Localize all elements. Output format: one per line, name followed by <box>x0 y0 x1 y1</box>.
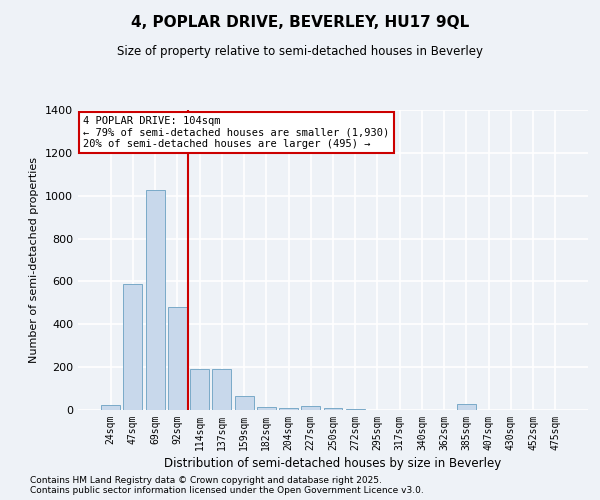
Bar <box>301 406 320 410</box>
Bar <box>235 396 254 410</box>
Text: Size of property relative to semi-detached houses in Beverley: Size of property relative to semi-detach… <box>117 45 483 58</box>
Bar <box>168 307 187 410</box>
Bar <box>190 370 209 410</box>
Bar <box>146 190 164 410</box>
Bar <box>257 407 276 410</box>
Y-axis label: Number of semi-detached properties: Number of semi-detached properties <box>29 157 40 363</box>
Bar <box>101 404 120 410</box>
Bar <box>323 408 343 410</box>
Bar <box>212 370 231 410</box>
Bar <box>124 284 142 410</box>
Text: 4, POPLAR DRIVE, BEVERLEY, HU17 9QL: 4, POPLAR DRIVE, BEVERLEY, HU17 9QL <box>131 15 469 30</box>
Bar <box>457 404 476 410</box>
Bar <box>346 409 365 410</box>
Text: Contains HM Land Registry data © Crown copyright and database right 2025.
Contai: Contains HM Land Registry data © Crown c… <box>30 476 424 495</box>
Bar <box>279 408 298 410</box>
Text: 4 POPLAR DRIVE: 104sqm
← 79% of semi-detached houses are smaller (1,930)
20% of : 4 POPLAR DRIVE: 104sqm ← 79% of semi-det… <box>83 116 389 149</box>
X-axis label: Distribution of semi-detached houses by size in Beverley: Distribution of semi-detached houses by … <box>164 457 502 470</box>
